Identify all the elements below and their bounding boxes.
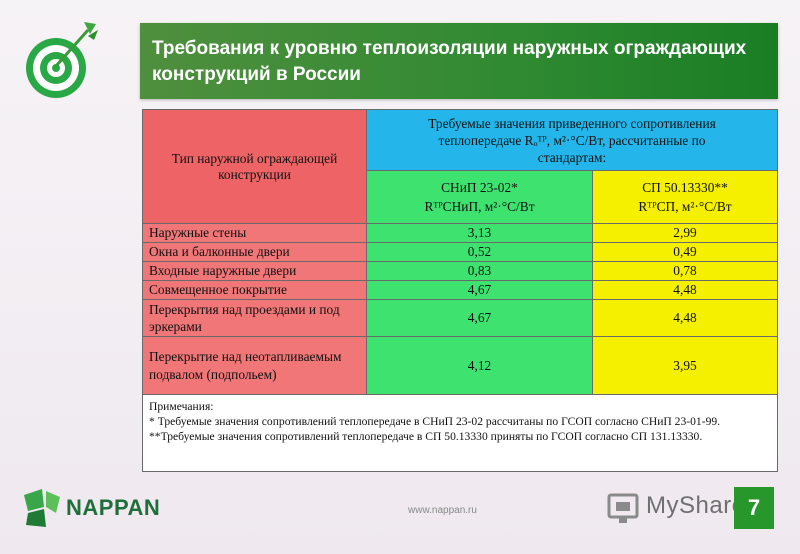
row-name: Перекрытие над неотапливаемым подвалом (…	[142, 336, 367, 395]
note-1: * Требуемые значения сопротивлений тепло…	[149, 415, 721, 428]
row-sp-value: 3,95	[591, 336, 779, 395]
type-header-cell: Тип наружной ограждающей конструкции	[142, 109, 367, 224]
row-name: Перекрытия над проездами и под эркерами	[142, 299, 367, 337]
requirements-table: Тип наружной ограждающей конструкции Тре…	[141, 109, 779, 472]
row-name: Наружные стены	[142, 223, 367, 243]
row-snip-value: 4,12	[366, 336, 593, 395]
row-name: Совмещенное покрытие	[142, 280, 367, 300]
row-sp-value: 0,49	[591, 242, 779, 262]
table-row: Перекрытия над проездами и под эркерами …	[142, 299, 779, 337]
row-sp-value: 0,78	[591, 261, 779, 281]
row-snip-value: 3,13	[366, 223, 593, 243]
req-header-line3: стандартам:	[537, 149, 607, 165]
row-snip-value: 0,52	[366, 242, 593, 262]
page-number: 7	[747, 495, 761, 520]
row-snip-value: 4,67	[366, 280, 593, 300]
notes-title: Примечания:	[149, 400, 214, 413]
row-sp-value: 2,99	[591, 223, 779, 243]
type-header: Тип наружной ограждающей конструкции	[171, 150, 338, 182]
snip-header-cell: СНиП 23-02* RᵀᴾСНиП, м²·°С/Вт	[366, 170, 593, 224]
table-row: Окна и балконные двери 0,52 0,49	[142, 242, 779, 262]
notes-cell: Примечания: * Требуемые значения сопроти…	[141, 394, 779, 472]
row-sp-value: 4,48	[591, 280, 779, 300]
row-name: Окна и балконные двери	[142, 242, 367, 262]
row-snip-value: 4,67	[366, 299, 593, 337]
row-sp-value: 4,48	[591, 299, 779, 337]
row-snip-value: 0,83	[366, 261, 593, 281]
sp-header-cell: СП 50.13330** RᵀᴾСП, м²·°С/Вт	[591, 170, 779, 224]
note-2: **Требуемые значения сопротивлений тепло…	[149, 430, 703, 443]
req-header-line2: теплопередаче Rₒᵀᴾ, м²·°С/Вт, рассчитанн…	[438, 132, 706, 148]
myshared-logo-icon	[607, 493, 639, 523]
table-row: Входные наружные двери 0,83 0,78	[142, 261, 779, 281]
page-number-box: 7	[734, 487, 774, 529]
snip-header-unit: RᵀᴾСНиП, м²·°С/Вт	[424, 199, 535, 214]
nappan-logo-icon	[24, 489, 60, 527]
sp-header-unit: RᵀᴾСП, м²·°С/Вт	[638, 199, 732, 214]
snip-header-name: СНиП 23-02*	[441, 180, 518, 195]
row-name: Входные наружные двери	[142, 261, 367, 281]
footer-url[interactable]: www.nappan.ru	[408, 505, 477, 516]
title-bar: Требования к уровню теплоизоляции наружн…	[140, 23, 778, 99]
req-header-cell: Требуемые значения приведенного сопротив…	[365, 109, 779, 171]
table-row: Наружные стены 3,13 2,99	[142, 223, 779, 243]
target-logo-icon	[26, 22, 98, 98]
footer-brand: NAPPAN	[66, 495, 161, 520]
req-header-line1: Требуемые значения приведенного сопротив…	[428, 115, 716, 131]
sp-header-name: СП 50.13330**	[642, 180, 728, 195]
table-row: Перекрытие над неотапливаемым подвалом (…	[142, 336, 779, 395]
table-row: Совмещенное покрытие 4,67 4,48	[142, 280, 779, 300]
page-title: Требования к уровню теплоизоляции наружн…	[152, 38, 747, 85]
